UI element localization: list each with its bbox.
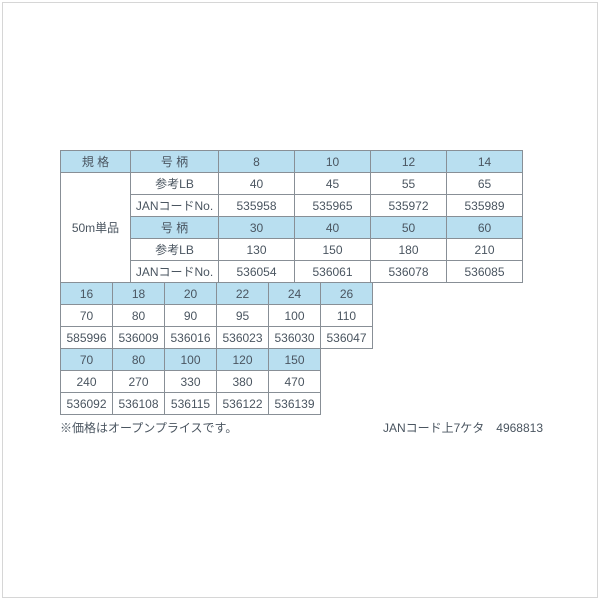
data-cell: 270 bbox=[113, 371, 165, 393]
header-cell: 30 bbox=[219, 217, 295, 239]
data-cell: 55 bbox=[371, 173, 447, 195]
table-row: 585996 536009 536016 536023 536030 53604… bbox=[61, 327, 373, 349]
data-cell: 536139 bbox=[269, 393, 321, 415]
data-cell: 470 bbox=[269, 371, 321, 393]
table-row: 50m単品 参考LB 40 45 55 65 bbox=[61, 173, 523, 195]
data-cell: 210 bbox=[447, 239, 523, 261]
label-cell: 参考LB bbox=[131, 173, 219, 195]
data-cell: 110 bbox=[321, 305, 373, 327]
data-cell: 536009 bbox=[113, 327, 165, 349]
content-area: 規 格 号 柄 8 10 12 14 50m単品 参考LB 40 45 55 6… bbox=[60, 150, 540, 419]
price-note: ※価格はオープンプライスです。 bbox=[60, 419, 237, 436]
header-cell: 40 bbox=[295, 217, 371, 239]
data-cell: 65 bbox=[447, 173, 523, 195]
data-cell: 130 bbox=[219, 239, 295, 261]
header-cell: 70 bbox=[61, 349, 113, 371]
header-cell: 60 bbox=[447, 217, 523, 239]
spec-table-lower: 16 18 20 22 24 26 70 80 90 95 100 110 58… bbox=[60, 282, 373, 415]
header-cell: 8 bbox=[219, 151, 295, 173]
data-cell: 536023 bbox=[217, 327, 269, 349]
header-cell: 16 bbox=[61, 283, 113, 305]
data-cell: 330 bbox=[165, 371, 217, 393]
header-cell-spec: 規 格 bbox=[61, 151, 131, 173]
header-cell: 26 bbox=[321, 283, 373, 305]
data-cell: 150 bbox=[295, 239, 371, 261]
header-cell: 12 bbox=[371, 151, 447, 173]
data-cell: 240 bbox=[61, 371, 113, 393]
header-cell: 150 bbox=[269, 349, 321, 371]
data-cell: 535972 bbox=[371, 195, 447, 217]
data-cell: 180 bbox=[371, 239, 447, 261]
data-cell: 536092 bbox=[61, 393, 113, 415]
data-cell: 70 bbox=[61, 305, 113, 327]
data-cell: 80 bbox=[113, 305, 165, 327]
header-cell-gou: 号 柄 bbox=[131, 217, 219, 239]
spec-cell-50m: 50m単品 bbox=[61, 173, 131, 283]
data-cell: 536054 bbox=[219, 261, 295, 283]
header-cell: 22 bbox=[217, 283, 269, 305]
label-cell: JANコードNo. bbox=[131, 261, 219, 283]
data-cell: 535989 bbox=[447, 195, 523, 217]
data-cell: 536122 bbox=[217, 393, 269, 415]
label-cell: 参考LB bbox=[131, 239, 219, 261]
data-cell: 535958 bbox=[219, 195, 295, 217]
label-cell: JANコードNo. bbox=[131, 195, 219, 217]
header-cell: 24 bbox=[269, 283, 321, 305]
empty-cell bbox=[321, 349, 373, 415]
table-row: 70 80 90 95 100 110 bbox=[61, 305, 373, 327]
header-cell: 18 bbox=[113, 283, 165, 305]
data-cell: 536061 bbox=[295, 261, 371, 283]
table-row: 参考LB 130 150 180 210 bbox=[61, 239, 523, 261]
data-cell: 536115 bbox=[165, 393, 217, 415]
data-cell: 536030 bbox=[269, 327, 321, 349]
data-cell: 536085 bbox=[447, 261, 523, 283]
data-cell: 95 bbox=[217, 305, 269, 327]
data-cell: 536108 bbox=[113, 393, 165, 415]
table-row: 号 柄 30 40 50 60 bbox=[61, 217, 523, 239]
data-cell: 536047 bbox=[321, 327, 373, 349]
header-cell: 80 bbox=[113, 349, 165, 371]
header-cell: 14 bbox=[447, 151, 523, 173]
table-row: 規 格 号 柄 8 10 12 14 bbox=[61, 151, 523, 173]
data-cell: 380 bbox=[217, 371, 269, 393]
header-cell: 100 bbox=[165, 349, 217, 371]
header-cell: 120 bbox=[217, 349, 269, 371]
spec-table-upper: 規 格 号 柄 8 10 12 14 50m単品 参考LB 40 45 55 6… bbox=[60, 150, 523, 283]
data-cell: 536016 bbox=[165, 327, 217, 349]
header-cell: 10 bbox=[295, 151, 371, 173]
header-cell: 50 bbox=[371, 217, 447, 239]
data-cell: 40 bbox=[219, 173, 295, 195]
data-cell: 536078 bbox=[371, 261, 447, 283]
table-row: 16 18 20 22 24 26 bbox=[61, 283, 373, 305]
header-cell-gou: 号 柄 bbox=[131, 151, 219, 173]
data-cell: 90 bbox=[165, 305, 217, 327]
table-row: JANコードNo. 535958 535965 535972 535989 bbox=[61, 195, 523, 217]
data-cell: 585996 bbox=[61, 327, 113, 349]
data-cell: 535965 bbox=[295, 195, 371, 217]
data-cell: 100 bbox=[269, 305, 321, 327]
data-cell: 45 bbox=[295, 173, 371, 195]
table-row: JANコードNo. 536054 536061 536078 536085 bbox=[61, 261, 523, 283]
jan-prefix-note: JANコード上7ケタ 4968813 bbox=[383, 419, 543, 436]
table-row: 70 80 100 120 150 bbox=[61, 349, 373, 371]
header-cell: 20 bbox=[165, 283, 217, 305]
